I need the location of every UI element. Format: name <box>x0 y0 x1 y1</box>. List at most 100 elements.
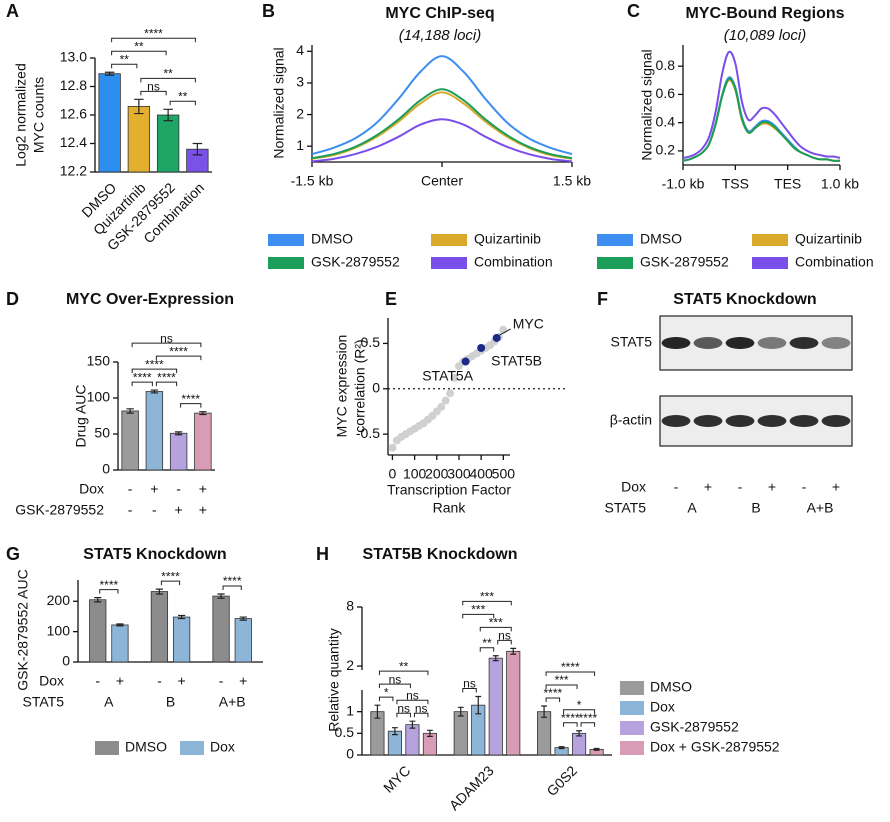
significance-label: ** <box>163 66 173 80</box>
bar <box>89 599 107 663</box>
y-tick-label: -0.5 <box>356 425 380 441</box>
significance-bracket <box>479 647 495 652</box>
legend-swatch <box>597 257 633 269</box>
blot-band <box>821 337 851 349</box>
legend-swatch <box>431 257 467 269</box>
significance-bracket <box>396 699 429 705</box>
error-bar <box>475 695 482 715</box>
significance-label: **** <box>157 370 176 384</box>
legend-swatch <box>268 234 304 246</box>
x-tick-label: -1.5 kb <box>291 173 334 189</box>
y-tick-label: 100 <box>47 622 71 638</box>
legend-swatch <box>431 234 467 246</box>
condition-mark: + <box>178 673 186 689</box>
x-axis-label: Transcription Factor <box>387 482 511 498</box>
legend-label: Dox <box>210 739 235 755</box>
error-bar <box>593 747 600 751</box>
line-series <box>311 88 573 160</box>
significance-label: ** <box>120 52 130 66</box>
legend-swatch <box>95 741 119 755</box>
condition-label: Dox <box>39 673 64 689</box>
error-bar <box>177 614 186 620</box>
significance-bracket <box>169 100 196 106</box>
category-row-label: STAT5 <box>605 500 647 516</box>
panel-label: A <box>6 1 19 21</box>
significance-label: ** <box>134 39 144 53</box>
y-tick-label: 8 <box>346 598 354 614</box>
x-tick-label: 200 <box>425 466 449 482</box>
y-tick-label: 12.2 <box>60 163 87 179</box>
panel-label: F <box>597 289 608 309</box>
legend-swatch <box>620 741 644 755</box>
legend-label: GSK-2879552 <box>650 719 739 735</box>
chart-title: MYC Over-Expression <box>66 291 234 308</box>
legend-swatch <box>620 681 644 695</box>
significance-bracket <box>497 639 512 645</box>
blot-band <box>693 415 723 427</box>
legend-swatch <box>597 234 633 246</box>
error-bar <box>426 729 433 737</box>
y-tick-label: 12.4 <box>60 134 87 150</box>
x-category-label: A <box>104 694 114 710</box>
point <box>450 373 459 382</box>
y-tick-label: 0.2 <box>656 142 676 158</box>
significance-label: * <box>577 698 582 712</box>
point <box>461 357 470 366</box>
significance-bracket <box>99 589 119 594</box>
significance-bracket <box>462 688 477 693</box>
y-tick-label: 0.5 <box>335 724 355 740</box>
label-leader <box>499 328 511 336</box>
blot-label: STAT5 <box>611 334 653 350</box>
error-bar <box>217 593 225 599</box>
significance-bracket <box>160 580 181 586</box>
error-bar <box>94 597 102 603</box>
error-bar <box>510 647 517 655</box>
significance-bracket <box>479 626 512 632</box>
legend-swatch <box>268 257 304 269</box>
blot-band <box>789 337 819 349</box>
y-tick-label: 0.4 <box>656 113 676 129</box>
y-tick-label: 12.6 <box>60 106 87 122</box>
error-bar <box>163 108 173 122</box>
significance-label: ** <box>178 89 188 103</box>
x-category-label: A <box>687 500 697 516</box>
significance-label: ns <box>498 629 511 643</box>
blot-band <box>821 415 851 427</box>
significance-label: **** <box>561 660 580 674</box>
y-tick-label: 12.8 <box>60 77 87 93</box>
significance-bracket <box>222 585 242 590</box>
significance-label: **** <box>169 344 188 358</box>
significance-label: **** <box>223 574 242 588</box>
panel-label: H <box>316 544 329 564</box>
x-axis-label: Rank <box>433 500 467 516</box>
blot-band <box>693 337 723 349</box>
blot-band <box>757 415 787 427</box>
y-tick-label: 4 <box>296 42 304 58</box>
significance-label: ** <box>482 636 492 650</box>
condition-mark: + <box>239 673 247 689</box>
condition-mark: + <box>199 481 207 497</box>
condition-mark: + <box>150 481 158 497</box>
legend-label: GSK-2879552 <box>640 254 729 270</box>
error-bar <box>558 746 565 750</box>
x-tick-label: TSS <box>722 176 749 192</box>
x-category-label: B <box>751 500 760 516</box>
condition-label: Dox <box>621 479 646 495</box>
significance-bracket <box>580 722 596 727</box>
y-tick-label: 200 <box>47 592 71 608</box>
x-tick-label: 0 <box>389 466 397 482</box>
significance-bracket <box>131 381 153 387</box>
panel-label: C <box>627 1 640 21</box>
point <box>388 443 397 452</box>
y-tick-label: 1 <box>346 702 354 718</box>
error-bar <box>116 623 124 627</box>
x-category-label: G0S2 <box>543 762 580 799</box>
x-category-label: A+B <box>219 694 246 710</box>
legend-label: DMSO <box>640 231 682 247</box>
x-category-label: A+B <box>807 500 834 516</box>
significance-bracket <box>180 403 202 408</box>
point <box>446 389 455 398</box>
condition-mark: - <box>738 479 743 495</box>
significance-bracket <box>378 670 429 676</box>
line-series <box>682 50 841 159</box>
